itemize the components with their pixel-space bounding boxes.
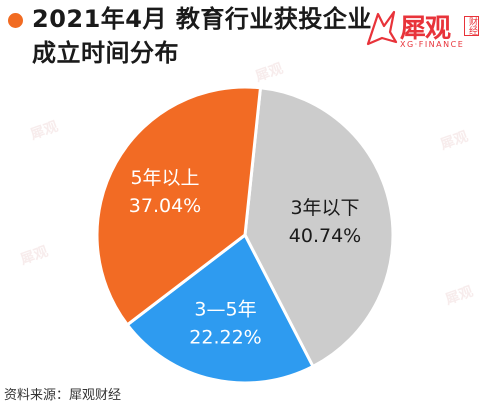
chart-title-line-2: 成立时间分布 bbox=[32, 39, 179, 67]
source-note: 资料来源：犀观财经 bbox=[4, 388, 122, 403]
slice-value-label: 37.04% bbox=[129, 195, 201, 217]
logo-tag: 财经 bbox=[464, 16, 479, 36]
pie-slice bbox=[243, 86, 395, 368]
slice-category-label: 5年以上 bbox=[130, 167, 199, 189]
brand-logo: 犀观 XG·FINANCE 财经 bbox=[364, 6, 492, 56]
pie-slice bbox=[95, 85, 262, 327]
pie-labels: 3年以下 40.74% 3—5年 22.22% 5年以上 37.04% bbox=[129, 167, 361, 349]
logo-sub-text: XG·FINANCE bbox=[400, 40, 465, 49]
pie-slices bbox=[95, 85, 395, 385]
slice-category-label: 3—5年 bbox=[194, 299, 256, 321]
slice-category-label: 3年以下 bbox=[290, 197, 359, 219]
slice-value-label: 40.74% bbox=[289, 225, 361, 247]
pie-slice bbox=[125, 233, 315, 385]
slice-value-label: 22.22% bbox=[189, 327, 261, 349]
chart-title-line-1: 2021年4月 教育行业获投企业 bbox=[32, 5, 372, 33]
title-bullet-icon bbox=[8, 13, 23, 28]
logo-brand-text: 犀观 bbox=[400, 14, 451, 44]
rhino-logo-icon bbox=[366, 10, 398, 46]
